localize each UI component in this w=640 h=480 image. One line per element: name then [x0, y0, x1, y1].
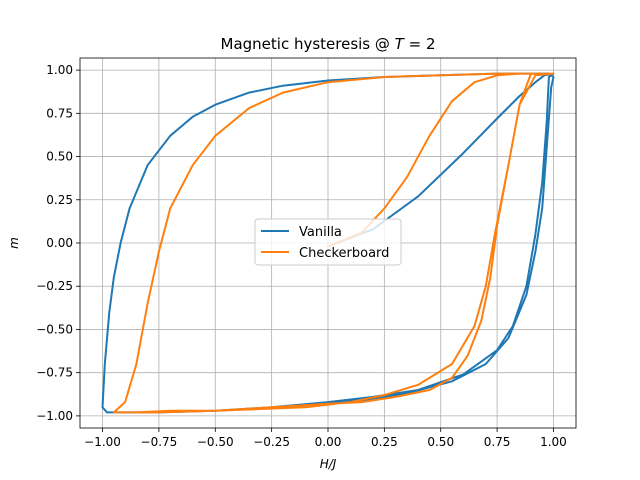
x-tick-label: 0.25 [371, 435, 398, 449]
chart-title-prefix: Magnetic hysteresis @ [221, 35, 395, 53]
x-tick-label: 0.75 [484, 435, 511, 449]
x-tick-label: 0.00 [315, 435, 342, 449]
y-axis-label: m [7, 237, 21, 249]
legend-box [254, 218, 402, 266]
x-tick-label: 1.00 [540, 435, 567, 449]
y-tick-label: 0.75 [46, 106, 73, 120]
x-tick-label: −0.25 [253, 435, 290, 449]
y-tick-label: 0.25 [46, 193, 73, 207]
legend: Vanilla Checkerboard [254, 218, 402, 266]
y-tick-label: 0.00 [46, 236, 73, 250]
chart-title: Magnetic hysteresis @ T = 2 [221, 35, 436, 53]
x-axis-ticks: −1.00 −0.75 −0.50 −0.25 0.00 0.25 0.50 0.75 1.00 [84, 428, 567, 449]
x-tick-label: 0.50 [427, 435, 454, 449]
x-tick-label: −0.50 [197, 435, 234, 449]
series-line-checkerboard [112, 72, 555, 414]
series-layer [101, 72, 555, 414]
y-tick-label: −1.00 [36, 409, 73, 423]
chart-title-var: T [395, 35, 406, 53]
x-tick-label: −0.75 [141, 435, 178, 449]
y-axis-ticks: −1.00 −0.75 −0.50 −0.25 0.00 0.25 0.50 0.75 1.00 [36, 63, 80, 423]
x-tick-label: −1.00 [84, 435, 121, 449]
chart-title-suffix: = 2 [404, 35, 436, 53]
y-tick-label: 1.00 [46, 63, 73, 77]
x-axis-label: H/J [320, 457, 337, 471]
y-tick-label: −0.50 [36, 322, 73, 336]
y-tick-label: −0.75 [36, 366, 73, 380]
y-tick-label: 0.50 [46, 150, 73, 164]
y-tick-label: −0.25 [36, 279, 73, 293]
series-line-vanilla [101, 72, 555, 414]
legend-label-vanilla: Vanilla [299, 225, 342, 240]
legend-label-checkerboard: Checkerboard [299, 246, 389, 261]
